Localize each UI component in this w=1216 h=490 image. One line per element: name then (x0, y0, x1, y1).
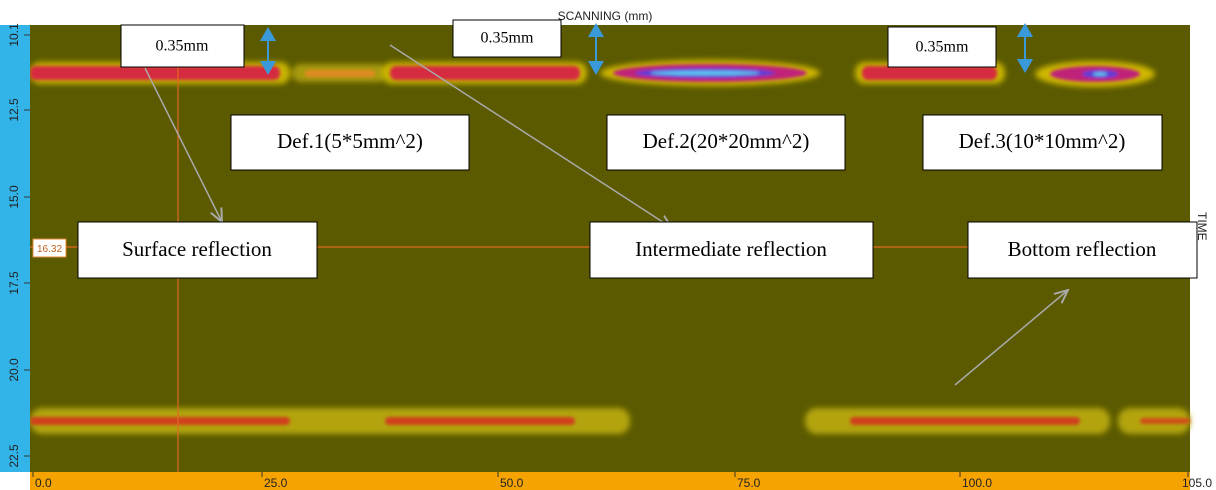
reflection-note: Bottom reflection (1008, 237, 1157, 261)
axis-title: SCANNING (mm) (558, 9, 653, 23)
reflection-notes: Surface reflection Intermediate reflecti… (78, 222, 1197, 278)
x-tick-label: 25.0 (264, 476, 288, 490)
x-tick-label: 50.0 (500, 476, 524, 490)
y-tick-label: 10.1 (7, 23, 21, 47)
y-tick-label: 17.5 (7, 271, 21, 295)
cursor-label: 16.32 (37, 244, 62, 255)
defect-note: Def.2(20*20mm^2) (643, 129, 810, 153)
defect-note: Def.3(10*10mm^2) (959, 129, 1126, 153)
y-tick-label: 12.5 (7, 98, 21, 122)
y-tick-label: 15.0 (7, 185, 21, 209)
defect-note: Def.1(5*5mm^2) (277, 129, 423, 153)
thickness-note: 0.35mm (156, 38, 209, 55)
x-tick-label: 0.0 (35, 476, 52, 490)
scan-view: 16.32 SCANNING (mm) 10.1 12.5 15.0 17.5 20.0… (0, 0, 1216, 490)
thickness-note: 0.35mm (916, 39, 969, 56)
defect-notes: Def.1(5*5mm^2) Def.2(20*20mm^2) Def.3(10… (231, 115, 1162, 170)
x-tick-label: 100.0 (962, 476, 992, 490)
y-tick-label: 20.0 (7, 358, 21, 382)
y-tick-label: 22.5 (7, 444, 21, 468)
bottom-reflection (30, 408, 1190, 434)
x-tick-label: 75.0 (737, 476, 761, 490)
x-axis-bar (30, 472, 1190, 490)
x-tick-label: 105.0 (1182, 476, 1212, 490)
reflection-note: Surface reflection (122, 237, 272, 261)
thickness-note: 0.35mm (481, 30, 534, 47)
y-axis-bar (0, 25, 30, 472)
reflection-note: Intermediate reflection (635, 237, 827, 261)
